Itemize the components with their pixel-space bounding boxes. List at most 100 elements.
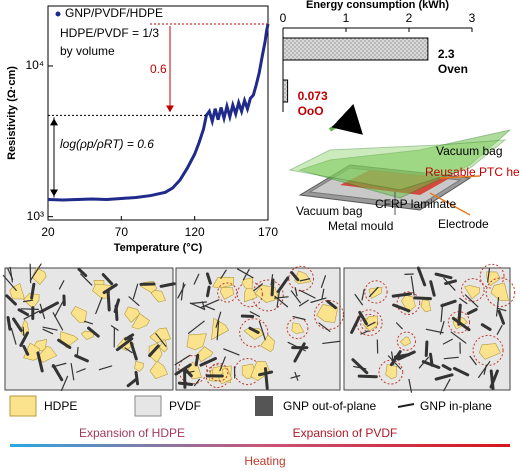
gnp — [129, 341, 138, 361]
legend-label: HDPE — [44, 399, 77, 413]
y-tick-label: 10⁴ — [25, 58, 44, 72]
gnp — [496, 324, 503, 335]
gnp — [357, 374, 378, 379]
gnp — [9, 266, 13, 283]
annotation: HDPE/PVDF = 1/3 — [60, 26, 159, 40]
gnp — [253, 283, 263, 292]
hdpe-domain — [250, 361, 271, 381]
structure-legend: HDPE PVDF GNP out-of-plane GNP in-plane … — [9, 395, 510, 468]
expansion-ring — [360, 313, 379, 332]
gnp — [321, 288, 325, 300]
expansion-ring — [479, 263, 505, 289]
gnp — [310, 297, 327, 303]
category-label: OoO — [298, 104, 324, 118]
gnp — [180, 282, 185, 301]
bar — [282, 79, 289, 103]
gnp — [98, 365, 113, 371]
diagram-label: Electrode — [438, 217, 489, 231]
gnp — [290, 375, 301, 379]
gnp — [294, 371, 299, 381]
gnp — [326, 299, 338, 310]
gnp — [443, 277, 456, 291]
value-label: 2.3 — [438, 47, 455, 61]
hdpe-domain — [134, 360, 144, 372]
gnp — [361, 288, 365, 301]
gnp — [115, 337, 134, 352]
gnp — [124, 347, 133, 354]
expansion-ring — [236, 281, 263, 308]
gnp — [177, 283, 186, 299]
x-tick-label: 170 — [258, 225, 278, 239]
gnp — [177, 381, 194, 386]
gnp — [416, 266, 427, 287]
gnp — [29, 263, 42, 282]
gnp — [236, 268, 254, 279]
expansion-ring — [485, 277, 516, 308]
gnp — [58, 280, 65, 290]
gnp — [113, 298, 121, 314]
gnp — [57, 338, 72, 350]
legend-label: GNP out-of-plane — [283, 399, 376, 413]
hdpe-domain — [486, 271, 501, 287]
gnp — [216, 320, 220, 341]
diagram-label: CFRP laminate — [375, 197, 456, 211]
gnp — [350, 315, 361, 334]
gnp — [60, 375, 69, 392]
gnp — [6, 316, 12, 331]
gnp — [410, 275, 415, 296]
gnp — [497, 309, 506, 325]
value-label: 0.073 — [298, 89, 328, 103]
process-label: Expansion of HDPE — [79, 426, 185, 440]
gnp — [444, 279, 457, 286]
gnp — [84, 320, 94, 325]
gnp — [20, 308, 39, 310]
legend-label: PVDF — [169, 399, 201, 413]
gnp — [101, 273, 114, 286]
hdpe-domain — [211, 317, 230, 341]
gnp — [258, 320, 266, 341]
gnp — [413, 296, 432, 301]
gnp — [294, 287, 298, 297]
gnp — [450, 331, 467, 344]
gnp — [77, 267, 88, 278]
gnp — [102, 283, 118, 295]
gnp — [22, 344, 30, 356]
gnp — [199, 357, 217, 367]
hdpe-domain — [464, 284, 481, 300]
x-tick-label: 20 — [41, 225, 55, 239]
gnp — [287, 341, 306, 352]
expansion-ring — [364, 280, 388, 304]
gnp — [441, 364, 452, 371]
gnp — [194, 353, 200, 367]
gnp — [5, 294, 17, 306]
y-tick-label: 10³ — [27, 209, 44, 223]
gnp — [358, 310, 368, 326]
diagram-label: Reusable PTC heating film — [425, 165, 520, 179]
gnp — [443, 378, 451, 392]
gnp — [10, 327, 17, 345]
gnp — [204, 305, 215, 311]
gnp — [36, 351, 44, 373]
hdpe-domain — [219, 286, 234, 300]
gnp — [223, 348, 240, 356]
gnp — [220, 269, 227, 279]
x-tick-label: 2 — [406, 11, 413, 25]
hdpe-domain — [399, 336, 412, 347]
gnp — [128, 296, 140, 307]
gnp — [298, 299, 309, 307]
gnp — [391, 292, 412, 298]
hdpe-domain — [385, 364, 398, 380]
gnp — [459, 297, 468, 305]
gnp — [469, 355, 477, 366]
gnp — [387, 355, 402, 370]
hdpe-domain — [316, 304, 339, 323]
gnp — [155, 332, 167, 347]
gnp — [464, 294, 479, 308]
hdpe-domain — [186, 333, 207, 351]
gnp — [193, 273, 200, 285]
gnp — [95, 297, 103, 315]
gnp — [360, 330, 369, 335]
gnp — [206, 285, 211, 298]
gnp — [38, 301, 60, 314]
legend-marker — [55, 11, 61, 17]
